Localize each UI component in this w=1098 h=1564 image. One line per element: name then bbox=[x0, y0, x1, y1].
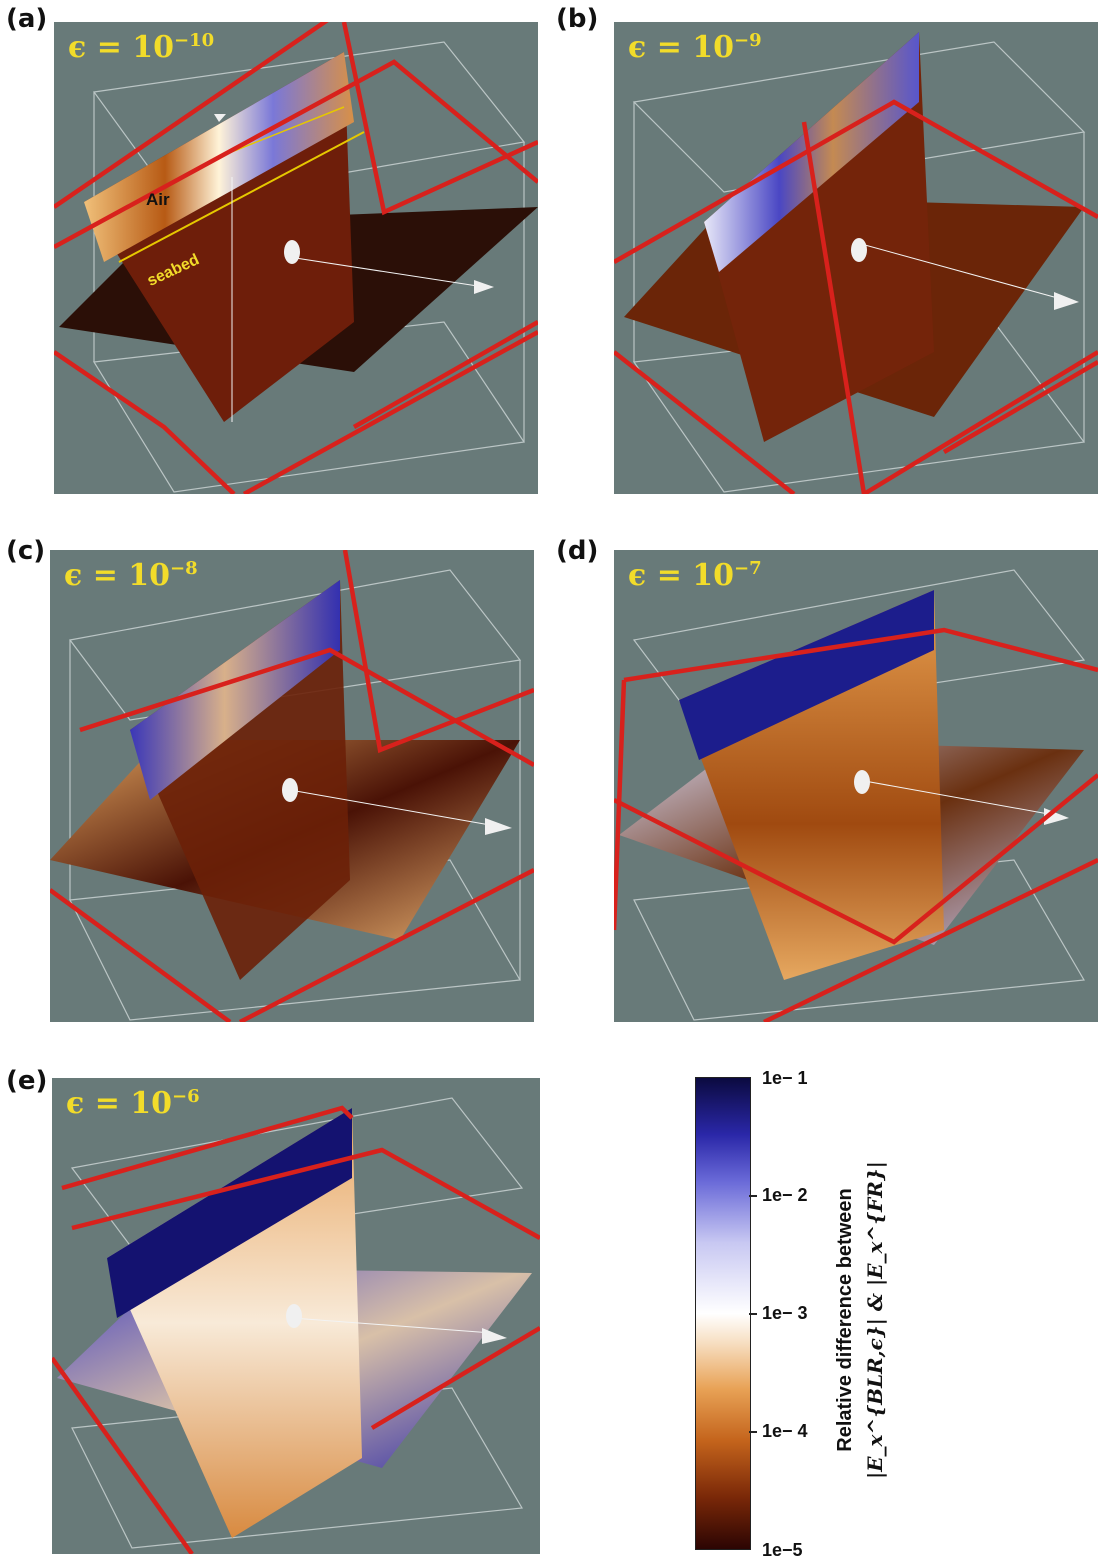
colorbar-tick-mark-1e-4 bbox=[749, 1431, 757, 1433]
panel-label-a: (a) bbox=[6, 4, 48, 34]
colorbar-title: Relative difference between |E_x^{BLR,ϵ}… bbox=[830, 1161, 890, 1479]
epsilon-label-d: ϵ = 10−7 bbox=[628, 558, 762, 593]
panel-e-render bbox=[52, 1097, 540, 1554]
panel-a: ϵ = 10−10 Air seabed bbox=[54, 22, 538, 494]
panel-c: ϵ = 10−8 bbox=[50, 550, 534, 1022]
colorbar-tick-mark-1e-2 bbox=[749, 1195, 757, 1197]
colorbar-title-line1: Relative difference between bbox=[834, 1188, 856, 1452]
panel-e: ϵ = 10−6 bbox=[52, 1078, 540, 1554]
colorbar-title-line2: |E_x^{BLR,ϵ}| & |E_x^{FR}| bbox=[863, 1161, 887, 1479]
colorbar-tick-1e-4: 1e− 4 bbox=[762, 1421, 808, 1441]
colorbar-tick-mark-1e-3 bbox=[749, 1313, 757, 1315]
panel-label-d: (d) bbox=[556, 536, 599, 566]
panel-d: ϵ = 10−7 bbox=[614, 550, 1098, 1022]
panel-b: ϵ = 10−9 bbox=[614, 22, 1098, 494]
epsilon-label-c: ϵ = 10−8 bbox=[64, 558, 198, 593]
epsilon-label-e: ϵ = 10−6 bbox=[66, 1086, 200, 1121]
panel-label-b: (b) bbox=[556, 4, 599, 34]
panel-a-render bbox=[54, 22, 538, 494]
panel-label-e: (e) bbox=[6, 1066, 48, 1096]
air-label: Air bbox=[146, 190, 170, 209]
colorbar-tick-1e-1: 1e− 1 bbox=[762, 1068, 808, 1088]
colorbar-tick-1e-3: 1e− 3 bbox=[762, 1303, 808, 1323]
panel-b-render bbox=[614, 32, 1098, 494]
panel-label-c: (c) bbox=[6, 536, 46, 566]
colorbar-tick-1e-5: 1e−5 bbox=[762, 1540, 803, 1560]
panel-c-render bbox=[50, 550, 534, 1022]
colorbar-tick-1e-2: 1e− 2 bbox=[762, 1185, 808, 1205]
panel-d-render bbox=[614, 569, 1098, 1022]
colorbar bbox=[695, 1077, 751, 1550]
epsilon-label-b: ϵ = 10−9 bbox=[628, 30, 762, 65]
epsilon-label-a: ϵ = 10−10 bbox=[68, 30, 215, 65]
